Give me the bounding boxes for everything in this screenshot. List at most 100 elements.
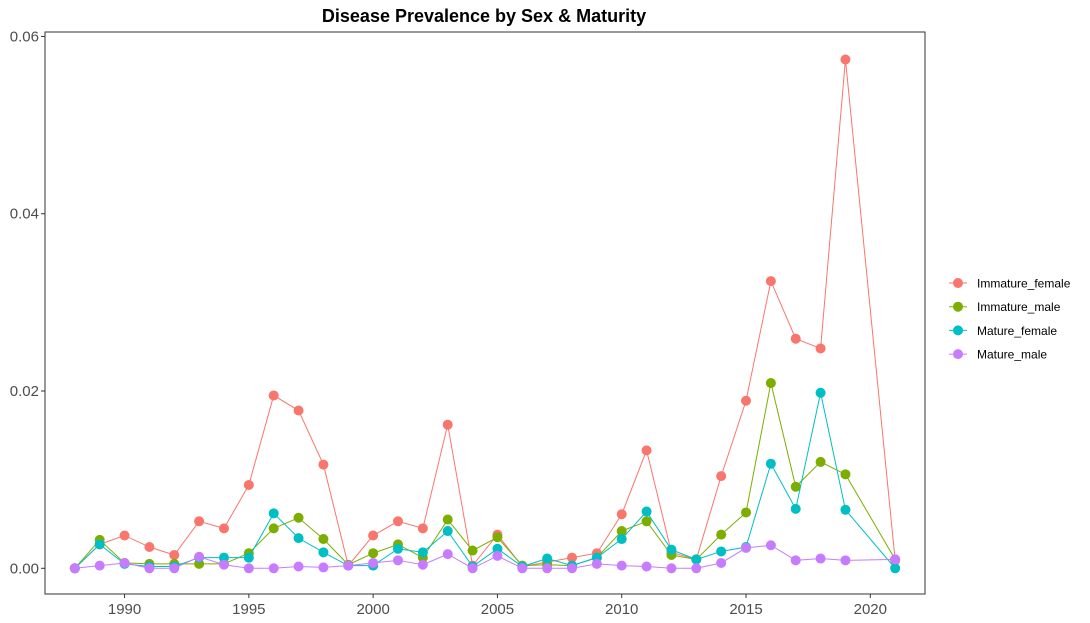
- data-point: [442, 526, 453, 537]
- data-point: [318, 534, 329, 545]
- x-axis: 1990 1995 2000 2005 2010 2015 2020: [108, 594, 887, 618]
- data-point: [392, 555, 403, 566]
- legend-key-point: [953, 349, 963, 360]
- y-tick-label: 0.06: [10, 28, 39, 45]
- data-point: [616, 509, 627, 520]
- y-tick-label: 0.04: [10, 206, 39, 223]
- data-point: [218, 523, 229, 534]
- data-point: [119, 530, 130, 541]
- x-tick-label: 2005: [481, 601, 514, 618]
- data-point: [268, 508, 279, 519]
- legend-item: Mature_female: [949, 324, 1057, 338]
- data-point: [815, 343, 826, 354]
- data-point: [268, 523, 279, 534]
- data-point: [243, 479, 254, 490]
- data-point: [716, 557, 727, 568]
- data-point: [716, 529, 727, 540]
- data-point: [840, 504, 851, 515]
- legend-key-point: [953, 278, 963, 288]
- data-point: [517, 563, 528, 574]
- legend-label: Mature_male: [977, 348, 1047, 362]
- x-tick-label: 2020: [854, 601, 887, 618]
- legend-label: Mature_female: [977, 324, 1057, 338]
- data-point: [318, 547, 329, 558]
- data-point: [194, 551, 205, 562]
- legend-label: Immature_male: [977, 300, 1061, 314]
- data-point: [293, 561, 304, 572]
- data-point: [467, 545, 478, 556]
- data-point: [840, 469, 851, 480]
- data-point: [616, 560, 627, 571]
- legend: Immature_female Immature_male Mature_femal…: [949, 277, 1071, 362]
- legend-item: Immature_male: [949, 300, 1061, 314]
- data-point: [392, 543, 403, 554]
- data-point: [641, 516, 652, 527]
- data-point: [691, 563, 702, 574]
- data-point: [318, 562, 329, 573]
- data-point: [790, 555, 801, 566]
- data-point: [492, 550, 503, 561]
- data-point: [641, 445, 652, 456]
- data-point: [318, 459, 329, 470]
- data-point: [716, 546, 727, 557]
- data-point: [293, 405, 304, 416]
- data-point: [417, 559, 428, 570]
- data-point: [144, 542, 155, 553]
- data-point: [218, 552, 229, 563]
- data-point: [268, 563, 279, 574]
- legend-item: Immature_female: [949, 277, 1071, 291]
- x-tick-label: 2010: [605, 601, 638, 618]
- data-point: [815, 553, 826, 564]
- data-point: [119, 557, 130, 568]
- data-point: [368, 548, 379, 559]
- legend-item: Mature_male: [949, 348, 1047, 362]
- data-point: [840, 555, 851, 566]
- data-point: [417, 523, 428, 534]
- data-point: [591, 558, 602, 569]
- data-point: [343, 560, 354, 571]
- data-point: [741, 507, 752, 518]
- data-point: [765, 540, 776, 551]
- data-point: [666, 563, 677, 574]
- data-point: [790, 333, 801, 344]
- data-point: [790, 481, 801, 492]
- x-tick-label: 1995: [232, 601, 265, 618]
- legend-key-point: [953, 301, 963, 312]
- data-point: [392, 516, 403, 527]
- data-point: [567, 552, 578, 563]
- data-point: [666, 544, 677, 555]
- data-point: [368, 530, 379, 541]
- data-point: [218, 559, 229, 570]
- data-point: [890, 554, 901, 565]
- data-point: [94, 539, 105, 550]
- data-point: [243, 552, 254, 563]
- data-point: [815, 387, 826, 398]
- data-point: [840, 54, 851, 65]
- x-tick-label: 1990: [108, 601, 141, 618]
- y-axis: 0.00 0.02 0.04 0.06: [10, 28, 45, 577]
- chart-title: Disease Prevalence by Sex & Maturity: [322, 6, 646, 26]
- data-point: [194, 516, 205, 527]
- data-point: [442, 514, 453, 525]
- data-point: [815, 456, 826, 467]
- data-point: [542, 553, 553, 564]
- data-point: [492, 532, 503, 543]
- data-point: [765, 276, 776, 287]
- data-point: [641, 561, 652, 572]
- legend-key-point: [953, 325, 963, 336]
- data-point: [765, 378, 776, 389]
- series-mature-male: [69, 540, 901, 574]
- data-point: [790, 503, 801, 514]
- x-tick-label: 2000: [356, 601, 389, 618]
- data-point: [368, 557, 379, 568]
- data-point: [765, 458, 776, 469]
- data-point: [567, 563, 578, 574]
- series-layer: [69, 54, 901, 574]
- data-point: [890, 563, 901, 574]
- legend-label: Immature_female: [977, 277, 1071, 291]
- data-point: [268, 390, 279, 401]
- y-tick-label: 0.00: [10, 560, 39, 577]
- data-point: [616, 526, 627, 537]
- data-point: [417, 547, 428, 558]
